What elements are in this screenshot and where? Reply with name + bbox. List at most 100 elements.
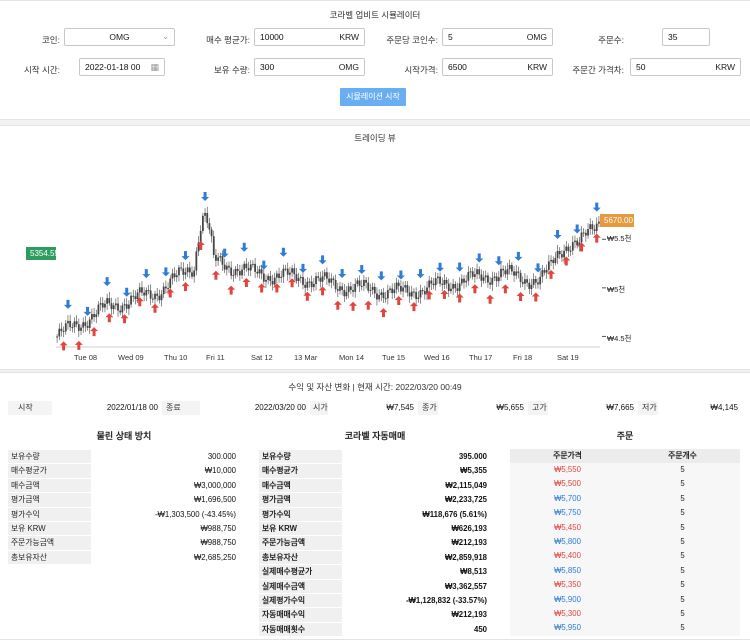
candle-body bbox=[228, 265, 230, 268]
gap-unit: KRW bbox=[715, 62, 735, 72]
orders-table-header: 주문가격 주문개수 bbox=[510, 449, 740, 463]
simulation-start-button[interactable]: 시뮬레이션 시작 bbox=[340, 88, 406, 106]
table-row: 자동매매횟수 450 bbox=[259, 622, 491, 638]
start-time-label: 시작 시간: bbox=[23, 65, 60, 75]
row-value: -₩1,128,832 (-33.57%) bbox=[342, 593, 491, 608]
simulator-title: 코라벨 업비트 시뮬레이터 bbox=[329, 10, 421, 20]
row-value: ₩212,193 bbox=[342, 536, 491, 550]
candle-body bbox=[110, 303, 113, 310]
candle-body bbox=[489, 282, 492, 285]
candle-body bbox=[378, 294, 381, 300]
candle-body bbox=[188, 267, 191, 273]
candle-body bbox=[245, 263, 248, 268]
candle-body bbox=[315, 276, 317, 285]
candle-body bbox=[352, 290, 354, 292]
candle-body bbox=[469, 271, 472, 273]
order-count: 5 bbox=[680, 580, 685, 590]
order-row: ₩5,800 5 bbox=[510, 534, 740, 550]
order-price: ₩5,850 bbox=[554, 565, 581, 575]
trading-view-title: 트레이딩 뷰 bbox=[354, 133, 396, 143]
candle-body bbox=[171, 273, 174, 279]
row-label: 실제매수금액 bbox=[259, 579, 342, 593]
candle-body bbox=[363, 279, 365, 286]
candle-body bbox=[119, 310, 122, 313]
candle-body bbox=[393, 289, 396, 294]
row-label: 주문가능금액 bbox=[259, 536, 342, 550]
candle-body bbox=[558, 250, 561, 255]
orders-table-body: ₩5,550 5 ₩5,500 5 ₩5,700 5 ₩5,750 5 ₩5,450 5 ₩5,80… bbox=[510, 463, 740, 636]
candle-body bbox=[169, 278, 172, 289]
candle-body bbox=[395, 282, 398, 290]
candle-body bbox=[439, 276, 441, 284]
candle-body bbox=[175, 275, 178, 278]
candle-body bbox=[404, 285, 407, 288]
close-label: 종가 bbox=[422, 403, 437, 412]
candle-body bbox=[258, 269, 261, 274]
open-label: 시가 bbox=[313, 403, 328, 412]
candle-body bbox=[482, 277, 485, 281]
candle-body bbox=[104, 303, 106, 308]
auto-trade-stats-table: 보유수량 395.000 매수평균가 ₩5,355 매수금액 ₩2,115,049 평가금액… bbox=[259, 450, 491, 638]
buy-marker bbox=[318, 286, 327, 296]
candle-body bbox=[193, 270, 196, 277]
candle-body bbox=[299, 277, 302, 279]
candle-body bbox=[487, 275, 489, 283]
row-label: 자동매매수익 bbox=[259, 608, 342, 622]
candle-body bbox=[232, 275, 235, 277]
buy-marker bbox=[440, 289, 449, 299]
start-time-input[interactable]: 2022-01-18 00 ▦ bbox=[79, 58, 165, 76]
row-value: ₩212,193 bbox=[342, 608, 491, 622]
buy-marker bbox=[151, 303, 160, 313]
candle-body bbox=[291, 268, 293, 273]
candle-body bbox=[275, 273, 278, 278]
candle-body bbox=[430, 280, 433, 284]
candle-body bbox=[517, 271, 520, 273]
candle-body bbox=[584, 232, 587, 236]
order-price: ₩5,950 bbox=[554, 623, 581, 633]
hold-stats-table: 보유수량 300.000 매수평균가 ₩10,000 매수금액 ₩3,000,000 평가금… bbox=[8, 450, 240, 566]
candle-body bbox=[463, 278, 465, 283]
candle-body bbox=[160, 294, 163, 301]
current-price-tag: 5670.00 bbox=[600, 214, 634, 227]
candle-body bbox=[480, 274, 483, 281]
coin-select[interactable]: OMG ⌄ bbox=[64, 28, 175, 46]
start-price-input[interactable]: 6500 KRW bbox=[442, 58, 553, 76]
row-label: 보유 KRW bbox=[259, 521, 342, 536]
calendar-icon[interactable]: ▦ bbox=[150, 62, 159, 72]
x-tick-label: Fri 11 bbox=[206, 353, 225, 362]
candle-body bbox=[534, 279, 537, 283]
table-row: 주문가능금액 ₩212,193 bbox=[259, 536, 491, 551]
candle-body bbox=[77, 324, 80, 331]
buy-marker bbox=[242, 277, 251, 287]
coin-label: 코인: bbox=[41, 35, 60, 45]
candle-body bbox=[563, 250, 565, 258]
candle-body bbox=[206, 212, 209, 224]
candle-body bbox=[417, 297, 420, 300]
candle-body bbox=[365, 279, 367, 283]
row-value: ₩2,685,250 bbox=[91, 550, 240, 565]
orders-input[interactable]: 35 bbox=[662, 28, 710, 46]
candle-body bbox=[436, 276, 439, 279]
order-price: ₩5,300 bbox=[554, 608, 581, 618]
start-time-value: 2022-01-18 00 bbox=[85, 62, 141, 72]
candle-body bbox=[473, 274, 476, 277]
candle-body bbox=[195, 251, 198, 271]
buy-marker bbox=[288, 278, 297, 288]
candle-body bbox=[319, 277, 322, 282]
per-order-input[interactable]: 5 OMG bbox=[442, 28, 553, 46]
hold-qty-input[interactable]: 300 OMG bbox=[254, 58, 365, 76]
candle-body bbox=[308, 281, 311, 283]
avg-price-input[interactable]: 10000 KRW bbox=[254, 28, 365, 46]
buy-marker bbox=[120, 314, 129, 324]
candlestick-chart[interactable] bbox=[0, 126, 750, 371]
gap-input[interactable]: 50 KRW bbox=[630, 58, 741, 76]
candle-body bbox=[334, 279, 337, 290]
order-row: ₩5,950 5 bbox=[510, 621, 740, 636]
candle-body bbox=[508, 264, 511, 270]
candle-body bbox=[336, 289, 339, 291]
table-row: 실제매수금액 ₩3,362,557 bbox=[259, 579, 491, 594]
buy-marker bbox=[227, 285, 236, 295]
candle-body bbox=[108, 298, 111, 304]
buy-marker bbox=[409, 302, 418, 312]
simulator-form-panel: 코라벨 업비트 시뮬레이터 코인: OMG ⌄ 매수 평균가: 10000 KR… bbox=[0, 0, 750, 120]
